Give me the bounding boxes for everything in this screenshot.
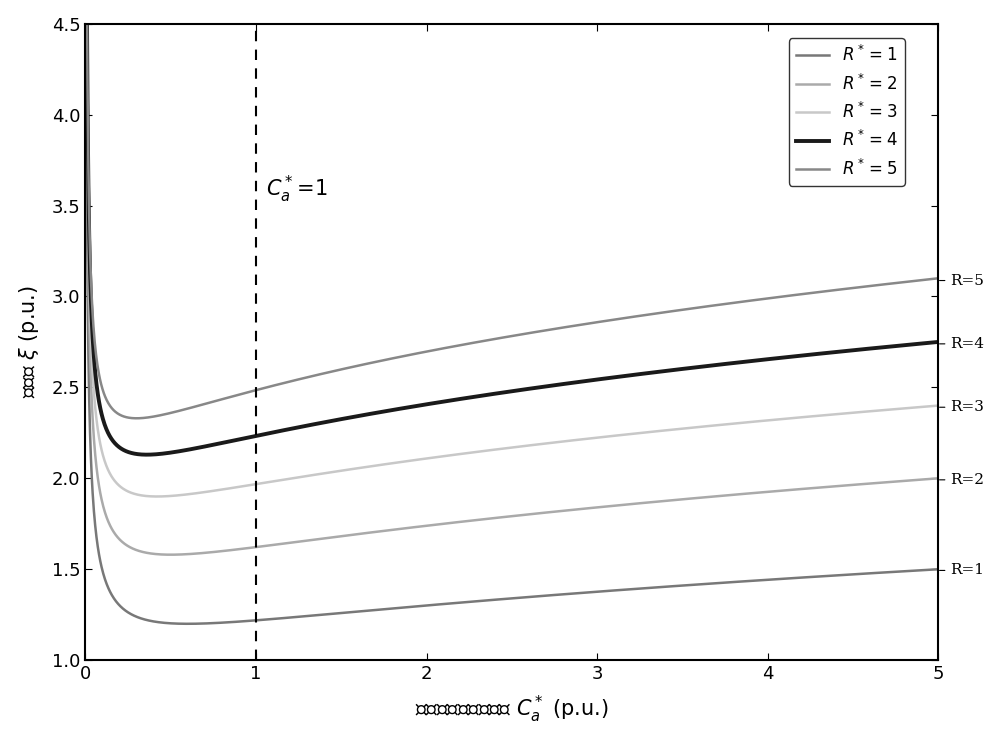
Text: R=4: R=4	[940, 337, 984, 351]
Text: R=2: R=2	[940, 473, 984, 487]
X-axis label: 栅源极并联辅助电容 $C_a^*$ (p.u.): 栅源极并联辅助电容 $C_a^*$ (p.u.)	[415, 694, 609, 726]
Text: R=3: R=3	[940, 400, 984, 414]
Text: $C_a^*\!=\!1$: $C_a^*\!=\!1$	[266, 174, 328, 206]
Legend: $R^*=1$, $R^*=2$, $R^*=3$, $R^*=4$, $R^*=5$: $R^*=1$, $R^*=2$, $R^*=3$, $R^*=4$, $R^*…	[789, 39, 905, 186]
Text: R=1: R=1	[940, 563, 984, 577]
Y-axis label: 阻尼比 $\xi$ (p.u.): 阻尼比 $\xi$ (p.u.)	[17, 286, 41, 398]
Text: R=5: R=5	[940, 274, 984, 288]
